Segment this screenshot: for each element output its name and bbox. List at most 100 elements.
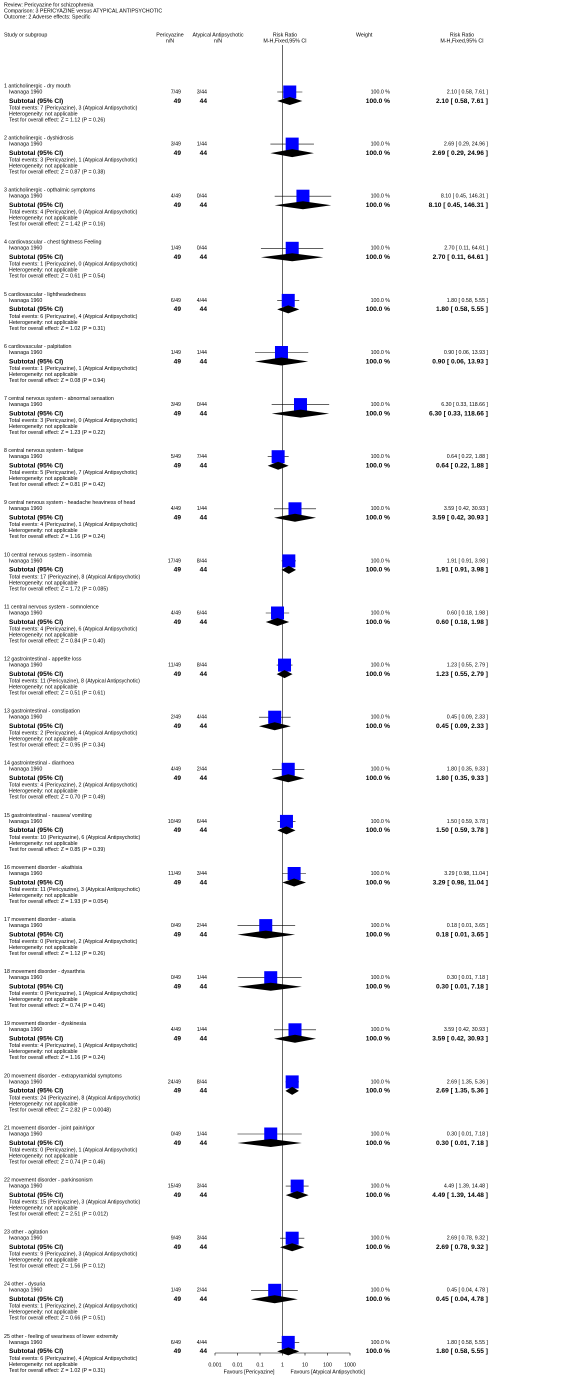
overall-effect: Test for overall effect: Z = 0.08 (P = 0… [9, 378, 105, 384]
weight: 100.0 % [371, 1079, 391, 1085]
subtotal-ratio: 3.29 [ 0.98, 11.04 ] [433, 879, 488, 886]
effect-box [268, 710, 282, 724]
overall-effect: Test for overall effect: Z = 1.56 (P = 0… [9, 1264, 105, 1270]
subtotal-ratio: 0.30 [ 0.01, 7.18 ] [436, 983, 488, 990]
x-tick-label: 0.01 [232, 1362, 242, 1368]
subgroup-title: 16 movement disorder - akathisia [4, 865, 82, 871]
subtotal-n: 44 [200, 1140, 208, 1147]
x-tick-label: 1 [281, 1362, 284, 1368]
events-n: 11/49 [168, 871, 181, 877]
subtotal-label: Subtotal (95% CI) [9, 567, 63, 574]
subtotal-n: 49 [174, 306, 182, 313]
total-events: Total events: 15 (Pericyazine), 3 (Atypi… [9, 1200, 141, 1206]
weight: 100.0 % [371, 975, 391, 981]
overall-effect: Test for overall effect: Z = 1.23 (P = 0… [9, 430, 105, 436]
effect-box [282, 554, 296, 568]
overall-effect: Test for overall effect: Z = 1.12 (P = 0… [9, 951, 105, 957]
events-n: 6/44 [197, 819, 207, 825]
subgroup-title: 21 movement disorder - joint pain/rigor [4, 1125, 95, 1131]
heterogeneity: Heterogeneity: not applicable [9, 1310, 78, 1316]
subtotal-weight: 100.0 % [366, 827, 390, 834]
events-n: 24/49 [168, 1079, 181, 1085]
subtotal-diamond [280, 1243, 305, 1252]
subtotal-label: Subtotal (95% CI) [9, 1192, 63, 1199]
heterogeneity: Heterogeneity: not applicable [9, 1362, 78, 1368]
study-name: Iwanaga 1960 [9, 1288, 42, 1294]
subtotal-n: 49 [174, 1192, 182, 1199]
subtotal-n: 44 [200, 1036, 208, 1043]
subtotal-n: 49 [174, 202, 182, 209]
subtotal-diamond [277, 305, 300, 314]
subtotal-n: 44 [200, 671, 208, 678]
risk-ratio: 2.69 [ 1.35, 5.36 ] [447, 1079, 489, 1085]
column-header: Risk Ratio [450, 32, 474, 38]
subtotal-ratio: 2.10 [ 0.58, 7.61 ] [436, 98, 488, 105]
effect-box [268, 1283, 282, 1297]
total-events: Total events: 9 (Pericyazine), 3 (Atypic… [9, 1252, 138, 1258]
column-header: n/N [214, 38, 222, 44]
effect-box [283, 85, 297, 99]
subtotal-weight: 100.0 % [366, 410, 390, 417]
subtotal-diamond [274, 201, 332, 210]
total-events: Total events: 1 (Pericyazine), 0 (Atypic… [9, 262, 138, 268]
subtotal-weight: 100.0 % [366, 1140, 390, 1147]
events-n: 15/49 [168, 1184, 181, 1190]
subtotal-label: Subtotal (95% CI) [9, 150, 63, 157]
subtotal-n: 49 [174, 1140, 182, 1147]
events-n: 8/44 [197, 663, 207, 669]
heterogeneity: Heterogeneity: not applicable [9, 580, 78, 586]
events-n: 4/44 [197, 715, 207, 721]
subgroup-title: 9 central nervous system - headache heav… [4, 500, 135, 506]
effect-box [287, 867, 301, 880]
x-tick-label: 1000 [344, 1362, 356, 1368]
subtotal-weight: 100.0 % [366, 358, 390, 365]
heterogeneity: Heterogeneity: not applicable [9, 216, 78, 222]
column-header: M-H,Fixed,95% CI [263, 38, 306, 44]
subtotal-label: Subtotal (95% CI) [9, 931, 63, 938]
risk-ratio: 3.59 [ 0.42, 30.93 ] [444, 1027, 489, 1033]
risk-ratio: 6.30 [ 0.33, 118.66 ] [441, 402, 488, 408]
total-events: Total events: 1 (Pericyazine), 2 (Atypic… [9, 1304, 138, 1310]
subtotal-diamond [255, 357, 309, 366]
subtotal-weight: 100.0 % [366, 619, 390, 626]
heterogeneity: Heterogeneity: not applicable [9, 685, 78, 691]
subtotal-n: 49 [174, 150, 182, 157]
weight: 100.0 % [371, 871, 391, 877]
subgroup-title: 8 central nervous system - fatigue [4, 448, 84, 454]
study-name: Iwanaga 1960 [9, 506, 42, 512]
subtotal-n: 44 [200, 515, 208, 522]
subtotal-n: 44 [200, 931, 208, 938]
heterogeneity: Heterogeneity: not applicable [9, 1258, 78, 1264]
subtotal-label: Subtotal (95% CI) [9, 98, 63, 105]
weight: 100.0 % [371, 1131, 391, 1137]
risk-ratio: 1.80 [ 0.58, 5.55 ] [447, 298, 489, 304]
subtotal-ratio: 1.80 [ 0.58, 5.55 ] [436, 306, 488, 313]
subtotal-diamond [265, 618, 290, 626]
subtotal-diamond [277, 1347, 300, 1356]
subgroup-title: 17 movement disorder - ataxia [4, 917, 76, 923]
events-n: 3/44 [197, 89, 207, 95]
subtotal-weight: 100.0 % [366, 1244, 390, 1251]
subtotal-label: Subtotal (95% CI) [9, 410, 63, 417]
subtotal-weight: 100.0 % [366, 567, 390, 574]
weight: 100.0 % [371, 1340, 391, 1346]
heterogeneity: Heterogeneity: not applicable [9, 1206, 78, 1212]
subgroup-title: 23 other - agitation [4, 1230, 48, 1236]
heterogeneity: Heterogeneity: not applicable [9, 1049, 78, 1055]
column-header: Risk Ratio [273, 32, 297, 38]
subtotal-label: Subtotal (95% CI) [9, 619, 63, 626]
total-events: Total events: 4 (Pericyazine), 1 (Atypic… [9, 1043, 138, 1049]
review: Review: Pericyazine for schizophrenia [4, 2, 94, 8]
subtotal-n: 44 [200, 410, 208, 417]
subtotal-weight: 100.0 % [366, 98, 390, 105]
subtotal-diamond [237, 930, 296, 939]
subtotal-diamond [274, 513, 317, 522]
subtotal-label: Subtotal (95% CI) [9, 515, 63, 522]
subgroup-title: 3 anticholinergic - opthalmic symptoms [4, 188, 96, 194]
study-name: Iwanaga 1960 [9, 194, 42, 200]
subtotal-label: Subtotal (95% CI) [9, 1036, 63, 1043]
overall-effect: Test for overall effect: Z = 0.84 (P = 0… [9, 638, 105, 644]
x-label-left: Favours [Pericyazine] [224, 1369, 275, 1375]
subtotal-ratio: 0.18 [ 0.01, 3.65 ] [436, 931, 488, 938]
events-n: 7/49 [171, 89, 181, 95]
